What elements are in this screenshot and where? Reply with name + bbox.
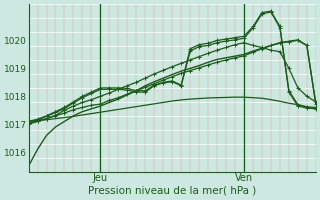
X-axis label: Pression niveau de la mer( hPa ): Pression niveau de la mer( hPa ) [88, 186, 256, 196]
